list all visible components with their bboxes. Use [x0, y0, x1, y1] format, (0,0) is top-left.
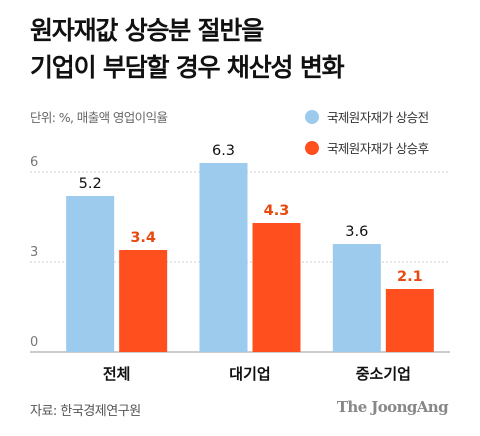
y-tick-label: 6 — [30, 155, 38, 170]
value-label: 6.3 — [212, 143, 235, 159]
legend-item-before: 국제원자재가 상승전 — [305, 108, 429, 125]
value-label: 3.4 — [130, 230, 156, 246]
bar — [119, 250, 168, 352]
unit-note: 단위: %, 매출액 영업이익율 — [30, 110, 168, 125]
category-label: 전체 — [103, 365, 131, 383]
chart-title: 원자재값 상승분 절반을 기업이 부담할 경우 채산성 변화 — [30, 12, 345, 86]
source-note: 자료: 한국경제연구원 — [30, 404, 141, 419]
value-label: 4.3 — [264, 203, 290, 219]
bar — [66, 196, 115, 352]
y-tick-label: 0 — [30, 335, 38, 350]
bar — [199, 163, 248, 352]
bar — [252, 223, 301, 352]
title-line-1: 원자재값 상승분 절반을 — [30, 16, 264, 45]
legend-label-after: 국제원자재가 상승후 — [327, 141, 429, 156]
bar — [385, 289, 434, 352]
legend: 국제원자재가 상승전 국제원자재가 상승후 — [305, 108, 429, 170]
legend-label-before: 국제원자재가 상승전 — [327, 110, 429, 125]
legend-swatch-after — [305, 140, 319, 155]
category-label: 중소기업 — [356, 365, 411, 383]
value-label: 2.1 — [397, 269, 423, 285]
legend-item-after: 국제원자재가 상승후 — [305, 139, 429, 156]
value-label: 5.2 — [79, 176, 102, 192]
brand-logo: The JoongAng — [336, 398, 449, 416]
legend-swatch-before — [305, 109, 319, 124]
title-line-2: 기업이 부담할 경우 채산성 변화 — [30, 53, 345, 82]
y-tick-label: 3 — [30, 245, 38, 260]
bar — [332, 244, 381, 352]
value-label: 3.6 — [345, 224, 368, 240]
category-label: 대기업 — [229, 365, 270, 383]
